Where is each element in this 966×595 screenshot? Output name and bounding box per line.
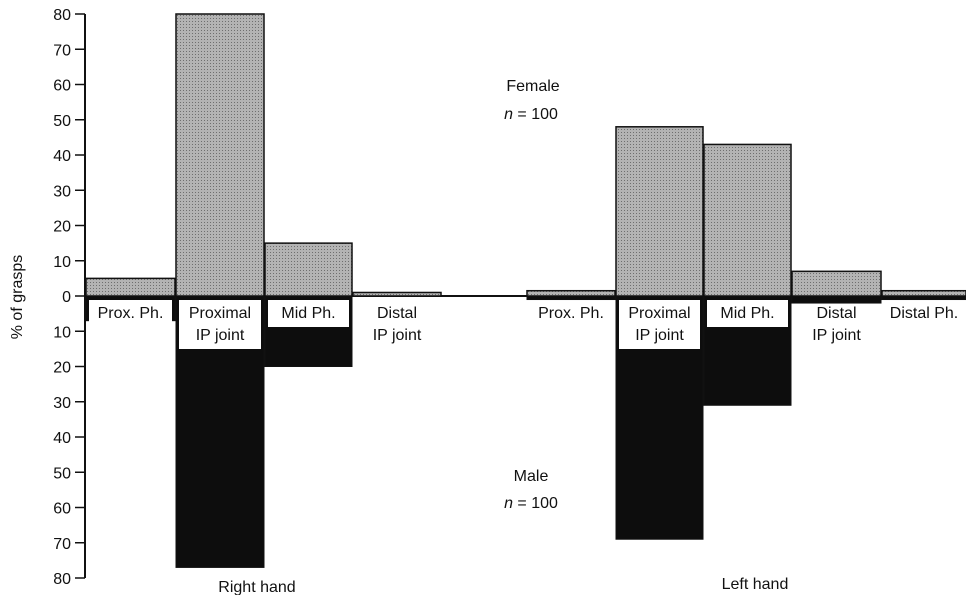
female-bar [526,289,616,297]
y-tick-label: 20 [53,360,71,377]
category-label: Proximal [628,305,690,322]
male-n-value: = 100 [513,495,558,512]
female-bar [264,242,353,297]
y-tick-label: 10 [53,324,71,341]
y-tick-label: 70 [53,42,71,59]
y-tick-label: 30 [53,395,71,412]
y-tick-label: 70 [53,536,71,553]
y-tick-label: 0 [62,289,71,306]
category-label: Mid Ph. [281,305,335,322]
category-label: Distal [816,305,856,322]
male-annotation: Male n = 100 [504,468,558,512]
female-annotation: Female n = 100 [504,78,560,123]
category-label: Distal Ph. [890,305,958,322]
category-label-box [268,300,349,327]
female-bar [615,126,704,297]
category-label: Mid Ph. [720,305,774,322]
y-tick-label: 60 [53,501,71,518]
male-n-symbol: n [504,495,513,512]
female-bar [352,291,442,297]
right-hand-label: Right hand [218,579,295,595]
female-label: Female [506,78,559,95]
male-n: n = 100 [504,495,558,512]
male-label: Male [514,468,549,485]
y-tick-label: 20 [53,219,71,236]
y-tick-label: 40 [53,430,71,447]
male-bar [526,295,616,301]
category-label: Prox. Ph. [98,305,164,322]
y-axis-label: % of grasps [9,255,26,339]
female-n-symbol: n [504,106,513,123]
y-tick-label: 50 [53,465,71,482]
category-label: Prox. Ph. [538,305,604,322]
category-label: IP joint [196,327,245,344]
y-tick-label: 10 [53,254,71,271]
female-n: n = 100 [504,106,558,123]
category-label-box [619,300,700,349]
female-bar [703,143,792,297]
male-bar [881,295,966,301]
category-label: IP joint [812,327,861,344]
category-label-box [707,300,788,327]
y-tick-label: 50 [53,113,71,130]
category-label: IP joint [635,327,684,344]
y-tick-label: 30 [53,183,71,200]
female-bar [791,270,882,297]
female-bar [175,13,265,297]
y-tick-label: 40 [53,148,71,165]
category-label: Distal [377,305,417,322]
y-tick-label: 80 [53,571,71,588]
y-tick-label: 60 [53,78,71,95]
category-label-box [89,300,172,327]
male-bar [791,295,882,304]
female-n-value: = 100 [513,106,558,123]
category-label-box [179,300,261,349]
left-hand-label: Left hand [722,576,789,593]
y-tick-label: 80 [53,7,71,24]
female-bar [881,289,966,297]
category-labels: Prox. Ph. Proximal IP joint Mid Ph. Distal IP… [89,300,958,349]
category-label: IP joint [373,327,422,344]
female-bar [85,277,176,297]
category-label: Proximal [189,305,251,322]
